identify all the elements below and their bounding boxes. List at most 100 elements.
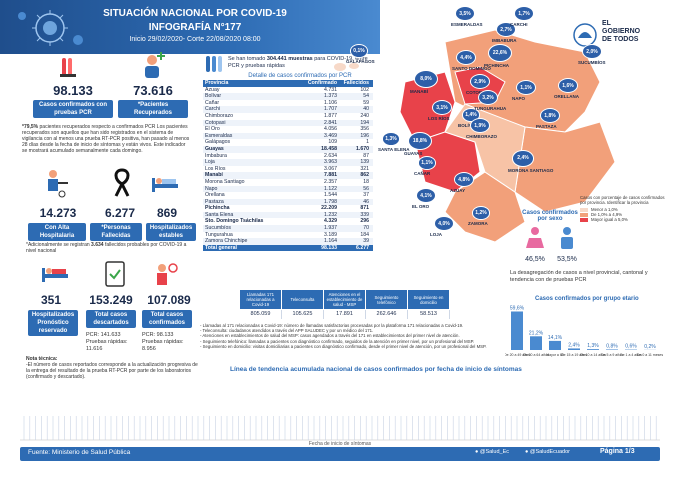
table-cell: Los Ríos: [205, 165, 226, 172]
recovered-value: 73.616: [133, 83, 173, 98]
trend-axis-ticks: [23, 416, 657, 440]
table-cell: 70: [363, 225, 369, 232]
map-bubble: 2,9%: [470, 74, 490, 89]
table-cell: 4.329: [324, 218, 337, 225]
table-cell: Zamora Chinchipe: [205, 238, 248, 245]
table-cell: Orellana: [205, 192, 225, 199]
age-category-label: De 50 a 64 años: [523, 353, 549, 357]
table-row: Orellana 1.544 37: [203, 192, 373, 199]
discarded-value: 153.249: [89, 293, 133, 307]
stat-value: 17.891: [324, 310, 366, 319]
table-row: Zamora Chinchipe 1.164 39: [203, 238, 373, 245]
legend-item: Mayor igual a 5,0%: [580, 217, 665, 222]
hospital-bed-reserved-icon: [40, 260, 70, 288]
table-cell: 102: [360, 86, 369, 93]
male-icon: [556, 226, 578, 252]
legend-label: Menor a 1,0%: [591, 207, 618, 212]
table-cell: Chimborazo: [205, 112, 233, 119]
map-bubble: 4,4%: [456, 50, 476, 65]
age-category-label: De 0 a 11 meses: [637, 353, 663, 357]
map-bubble: 8,0%: [414, 70, 438, 88]
facebook-icon: ●: [525, 449, 530, 455]
table-cell: 40: [363, 106, 369, 113]
table-cell: Cotopaxi: [205, 119, 226, 126]
virus-icon: [18, 10, 83, 46]
table-cell: 1.544: [324, 192, 337, 199]
map-province-label: BOLÍVAR: [458, 122, 478, 128]
table-row: El Oro 4.056 356: [203, 126, 373, 133]
map-province-label: NAPO: [512, 96, 526, 101]
table-row: Esmeraldas 3.469 196: [203, 132, 373, 140]
infographic-number: INFOGRAFÍA N°177: [148, 22, 242, 33]
footer-social-twitter[interactable]: ● @Salud_Ec: [475, 449, 509, 455]
probable-note-post: fallecidos probables por COVID-19 a nive…: [26, 242, 187, 254]
legend-swatch-high: [580, 217, 588, 222]
rapid-label: Pruebas rápidas:: [142, 339, 184, 345]
rapid-label: Pruebas rápidas:: [86, 339, 128, 345]
samples-pre: Se han tomado: [228, 56, 267, 62]
table-cell: 3.469: [324, 132, 337, 139]
table-cell: Cañar: [205, 99, 220, 106]
map-province-label: SUCUMBÍOS: [578, 60, 606, 65]
table-row: Sto. Domingo Tsáchilas 4.329 296: [203, 218, 373, 225]
map-bubble: 1,3%: [382, 132, 400, 146]
pcr-discarded-value: 141.633: [100, 332, 121, 338]
discarded-label: Total casos descartados: [86, 310, 136, 328]
table-cell: 3.067: [324, 165, 337, 172]
table-cell: Pastaza: [205, 198, 224, 205]
map-bubble: 1,2%: [472, 206, 490, 220]
table-row: Chimborazo 1.877 240: [203, 113, 373, 120]
discharge-label: Con Alta Hospitalaria: [28, 223, 86, 241]
table-row: Galápagos 109 1: [203, 139, 373, 146]
map-bubble: 1,1%: [418, 156, 436, 170]
map-legend: Casos con porcentaje de casos confirmado…: [580, 195, 665, 222]
map-province-label: PASTAZA: [536, 124, 557, 129]
table-cell: Napo: [205, 185, 218, 192]
table-cell: Manabí: [205, 172, 223, 179]
map-bubble: 4,1%: [416, 188, 436, 203]
table-cell: 1: [366, 139, 369, 146]
page-number: Página 1/3: [600, 448, 635, 455]
age-category-label: De 10 a 14 años: [580, 353, 606, 357]
table-cell: 196: [360, 132, 369, 139]
table-cell: 1.670: [356, 145, 369, 152]
table-cell: 37: [363, 192, 369, 199]
map-province-label: SANTA ELENA: [378, 146, 410, 152]
legend-title: Casos con porcentaje de casos confirmado…: [580, 195, 665, 205]
map-bubble: 4,0%: [434, 216, 454, 231]
table-cell: 1.373: [324, 93, 337, 100]
table-body: Azuay 4.731 102 Bolívar 1.373 54 Cañar 1.106 59 C…: [203, 87, 373, 245]
samples-text: Se han tomado 304.441 muestras para COVI…: [228, 56, 378, 70]
map-bubble: 22,6%: [488, 44, 512, 62]
stat-value: 105.625: [282, 310, 324, 319]
total-confirmed: 98.133: [321, 244, 337, 251]
map-province-label: SANTO DOMINGO: [452, 66, 491, 71]
map-province-label: ORELLANA: [554, 94, 579, 99]
table-cell: 39: [363, 238, 369, 245]
table-row: Carchi 1.707 40: [203, 106, 373, 113]
table-cell: 1.937: [324, 225, 337, 232]
table-cell: 356: [360, 126, 369, 133]
technical-note: Nota técnica: -El número de casos report…: [26, 356, 198, 380]
confirmed-virus-person-icon: [150, 260, 180, 288]
header-province: Provincia: [205, 80, 229, 86]
map-province-label: LOS RÍOS: [428, 116, 450, 121]
footer-social-facebook[interactable]: ● @SaludEcuador: [525, 449, 570, 455]
map-province-label: ESMERALDAS: [451, 22, 483, 27]
table-row: Tungurahua 3.189 184: [203, 232, 373, 239]
table-title: Detalle de casos confirmados por PCR: [248, 73, 352, 79]
table-cell: 184: [360, 231, 369, 238]
logo-line: DE TODOS: [602, 36, 639, 43]
province-table: Provincia Confirmado Fallecidos Azuay 4.7…: [203, 80, 373, 252]
recovered-percent: *79,5%: [22, 124, 39, 130]
map-province-label: LOJA: [430, 232, 443, 237]
table-cell: Tungurahua: [205, 231, 233, 238]
table-cell: 2.841: [324, 119, 337, 126]
map-bubble: 3,1%: [432, 100, 452, 115]
table-cell: Esmeraldas: [205, 132, 233, 139]
map-province-label: AZUAY: [450, 188, 466, 193]
pcr-label: PCR:: [142, 332, 156, 338]
table-cell: 46: [363, 198, 369, 205]
age-bar: [530, 336, 542, 350]
rapid-discarded-value: 11.616: [86, 346, 103, 352]
